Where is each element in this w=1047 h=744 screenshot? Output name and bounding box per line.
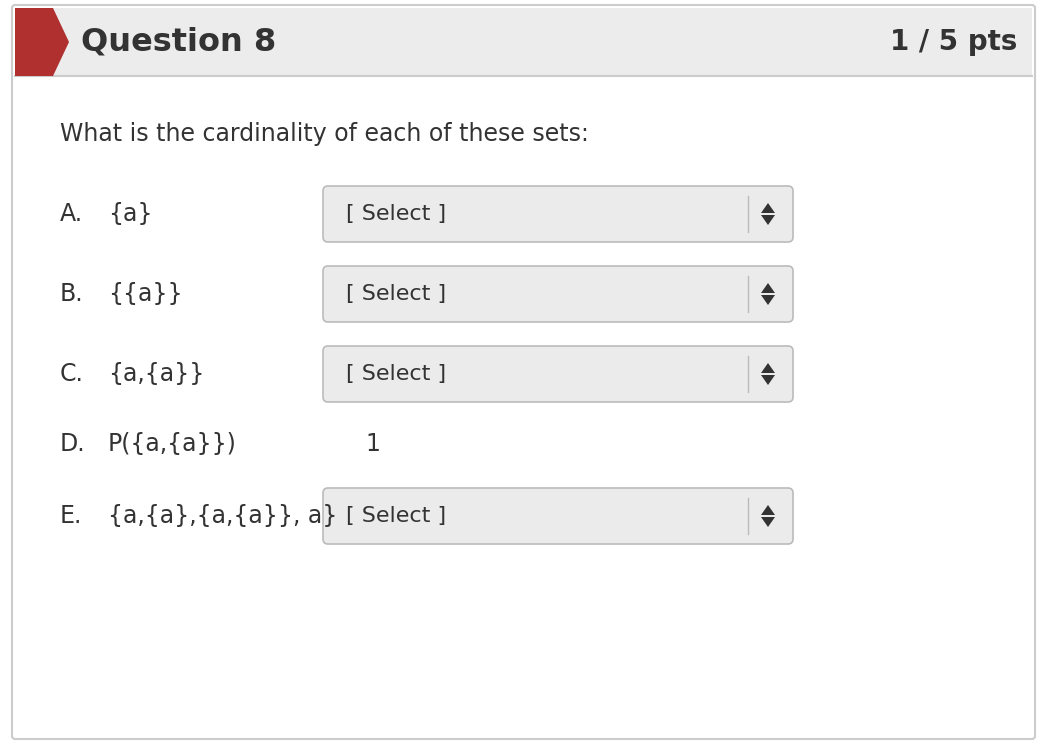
Text: Question 8: Question 8 [81, 27, 276, 57]
Text: [ Select ]: [ Select ] [346, 506, 446, 526]
Text: P({a,{a}}): P({a,{a}}) [108, 432, 237, 456]
Polygon shape [761, 215, 775, 225]
Text: {a}: {a} [108, 202, 153, 226]
Text: {a,{a},{a,{a}}, a}: {a,{a},{a,{a}}, a} [108, 504, 337, 528]
Text: 1: 1 [365, 432, 380, 456]
Text: {{a}}: {{a}} [108, 282, 182, 306]
Text: D.: D. [60, 432, 86, 456]
Text: B.: B. [60, 282, 84, 306]
FancyBboxPatch shape [324, 266, 793, 322]
FancyBboxPatch shape [324, 488, 793, 544]
Polygon shape [761, 517, 775, 527]
FancyBboxPatch shape [15, 8, 1032, 76]
Text: {a,{a}}: {a,{a}} [108, 362, 204, 386]
Polygon shape [761, 505, 775, 515]
FancyBboxPatch shape [324, 346, 793, 402]
Text: E.: E. [60, 504, 83, 528]
Text: A.: A. [60, 202, 83, 226]
Polygon shape [761, 283, 775, 293]
Polygon shape [761, 295, 775, 305]
Text: [ Select ]: [ Select ] [346, 204, 446, 224]
FancyBboxPatch shape [12, 5, 1035, 739]
Polygon shape [761, 375, 775, 385]
Polygon shape [761, 203, 775, 213]
Text: [ Select ]: [ Select ] [346, 284, 446, 304]
Text: C.: C. [60, 362, 84, 386]
Text: 1 / 5 pts: 1 / 5 pts [890, 28, 1017, 56]
FancyBboxPatch shape [324, 186, 793, 242]
Text: [ Select ]: [ Select ] [346, 364, 446, 384]
Text: What is the cardinality of each of these sets:: What is the cardinality of each of these… [60, 122, 588, 146]
Polygon shape [15, 8, 69, 76]
Polygon shape [761, 363, 775, 373]
